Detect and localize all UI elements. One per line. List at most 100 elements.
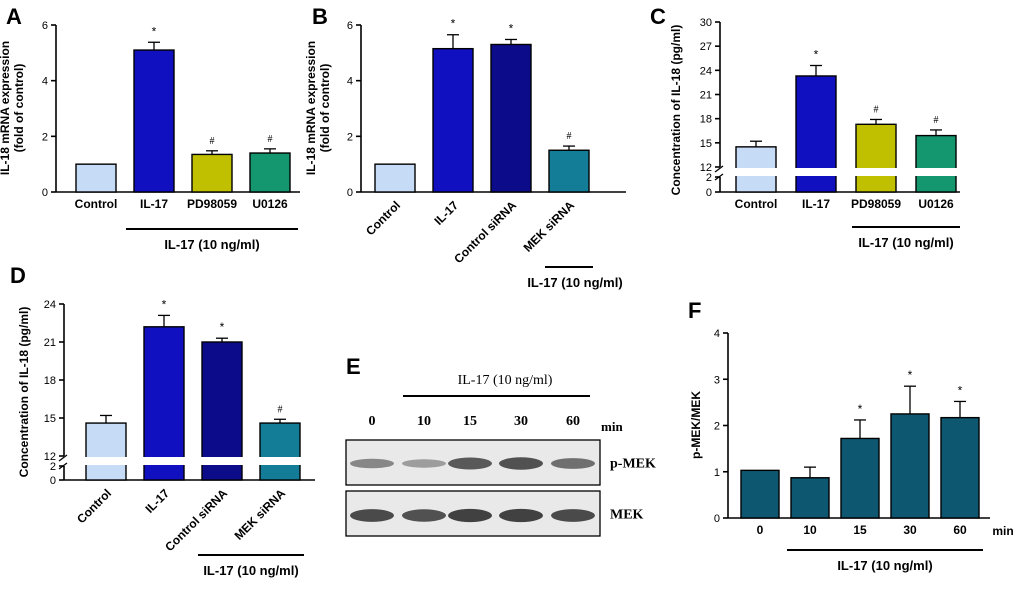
group-label: IL-17 (10 ng/ml) [203,563,298,578]
y-axis-label-line: (fold of control) [12,64,26,153]
y-tick-label: 27 [700,41,712,53]
y-tick-label: 21 [44,337,56,349]
lane-label: 0 [369,414,376,429]
y-axis-label-line: p-MEK/MEK [689,391,703,459]
y-tick-label: 12 [700,162,712,174]
blot-band [402,459,446,468]
bar-mek-sirna [259,422,301,481]
significance-mark: * [152,24,157,38]
bar-il-17 [143,326,185,481]
y-tick-label: 0 [347,187,353,199]
bar-0 [740,469,780,519]
significance-mark: # [567,131,572,142]
y-tick-label: 0 [706,187,712,199]
significance-mark: # [210,136,215,147]
bar-control [75,163,117,193]
x-tick-label: 0 [757,523,764,537]
y-tick-label: 2 [50,461,56,473]
x-tick-label: U0126 [918,197,954,211]
panel-b: B 0 2 4 6 IL-18 mRNA expression(fold of contr… [304,4,626,290]
lane-label: 15 [463,414,477,429]
significance-mark: * [958,383,963,397]
group-label: IL-17 (10 ng/ml) [858,235,953,250]
panel-letter: E [346,354,361,379]
blot-row-mek [345,490,601,537]
y-tick-label: 4 [347,76,353,88]
bar-pd98059 [191,153,233,193]
axis-break-gap [142,457,186,465]
y-tick-label: 12 [44,451,56,463]
y-tick-label: 6 [42,20,48,32]
axis-break-gap [914,168,958,176]
bar-pd98059 [855,123,897,193]
blot-band [551,458,595,469]
x-tick-label: IL-17 [140,197,168,211]
axis-break-gap [200,457,244,465]
blot-row-p-mek [345,439,601,486]
panel-f: F 0 1 2 3 4 p-MEK/MEK 0 10 * 15 * 30 * 60 min IL-17 (10 … [688,298,1014,573]
significance-mark: * [908,368,913,382]
y-axis-label: IL-18 mRNA expression(fold of control) [304,41,332,175]
y-tick-label: 24 [44,299,56,311]
group-label: IL-17 (10 ng/ml) [837,558,932,573]
x-tick-label: Control [363,198,403,238]
x-tick-label: IL-17 [431,198,461,228]
blot-band [499,508,543,523]
significance-mark: # [934,115,939,126]
significance-mark: # [874,104,879,115]
y-tick-label: 0 [50,475,56,487]
group-label: IL-17 (10 ng/ml) [458,373,553,388]
group-label: IL-17 (10 ng/ml) [164,237,259,252]
blot-band [499,457,543,470]
x-tick-label: PD98059 [187,197,237,211]
panel-a: A 0 2 4 6 IL-18 mRNA expression(fold of contr… [0,4,300,252]
bar-control [85,422,127,481]
bar-10 [790,477,830,519]
y-tick-label: 4 [42,76,48,88]
x-tick-label: U0126 [252,197,288,211]
axis-break-mark [58,454,68,462]
significance-mark: * [162,297,167,311]
y-axis-label: p-MEK/MEK [689,391,703,459]
y-tick-label: 18 [700,114,712,126]
x-tick-label: Control [75,197,118,211]
bar-control-sirna [490,43,532,193]
x-tick-label: IL-17 [142,486,172,516]
bar-60 [940,416,980,519]
y-tick-label: 21 [700,90,712,102]
x-tick-label: 10 [803,523,817,537]
y-tick-label: 0 [714,513,720,525]
lane-label: 10 [417,414,431,429]
y-axis-label-line: IL-18 mRNA expression [304,41,318,175]
x-tick-label: 60 [953,523,967,537]
y-axis-label-line: Concentration of IL-18 (pg/ml) [669,25,683,196]
blot-band [448,508,492,523]
y-tick-label: 24 [700,65,712,77]
bar-u0126 [249,152,291,193]
y-axis-label: Concentration of IL-18 (pg/ml) [669,25,683,196]
x-tick-label: IL-17 [802,197,830,211]
y-axis-label-line: (fold of control) [318,64,332,153]
bar-il-17 [432,47,474,193]
lane-unit-label: min [601,419,623,434]
axis-break-gap [734,168,778,176]
axis-break-gap [84,457,128,465]
y-tick-label: 0 [42,187,48,199]
x-tick-label: Control [74,486,114,526]
x-tick-label: PD98059 [851,197,901,211]
y-tick-label: 15 [700,138,712,150]
y-tick-label: 1 [714,467,720,479]
axis-break-mark [714,165,724,173]
panel-letter: B [312,4,328,29]
significance-mark: * [858,402,863,416]
y-axis-label: IL-18 mRNA expression(fold of control) [0,41,26,175]
axis-break-gap [794,168,838,176]
y-tick-label: 2 [42,131,48,143]
x-tick-label: Control siRNA [451,198,519,266]
panel-letter: D [10,263,26,288]
y-tick-label: 3 [714,374,720,386]
significance-mark: # [278,404,283,415]
blot-row-label: p-MEK [610,457,656,472]
panel-d: D 0 212 15 18 21 24 Concentration of IL-18 (pg/… [10,263,315,578]
y-axis-label: Concentration of IL-18 (pg/ml) [17,307,31,478]
